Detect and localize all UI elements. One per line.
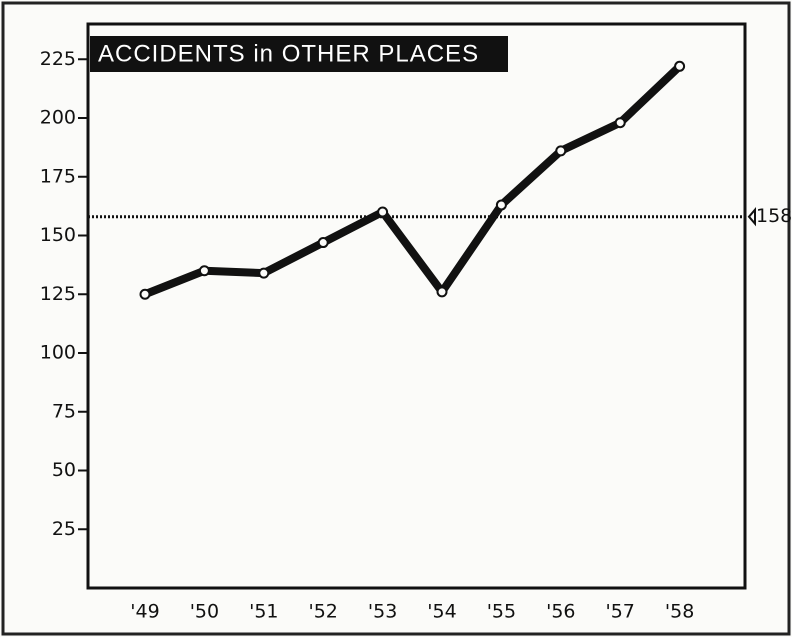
y-tick-label: 200 xyxy=(40,107,76,129)
title-box xyxy=(90,36,508,72)
data-point xyxy=(614,117,626,129)
y-tick-label: 50 xyxy=(52,459,76,481)
y-tick-label: 175 xyxy=(40,165,76,187)
reference-label: 158 xyxy=(756,205,792,227)
data-point xyxy=(674,60,686,72)
data-point xyxy=(377,206,389,218)
plot-frame xyxy=(86,22,747,590)
data-point xyxy=(198,265,210,277)
x-tick-label: '56 xyxy=(546,601,575,623)
data-point xyxy=(139,288,151,300)
data-point xyxy=(317,237,329,249)
y-tick-label: 100 xyxy=(40,342,76,364)
x-tick-label: '54 xyxy=(427,601,456,623)
y-tick-label: 125 xyxy=(40,283,76,305)
x-tick-label: '51 xyxy=(249,601,278,623)
data-line xyxy=(143,63,683,298)
x-tick-label: '50 xyxy=(190,601,219,623)
y-tick-label: 25 xyxy=(52,518,76,540)
x-tick-label: '58 xyxy=(665,601,694,623)
x-tick-label: '57 xyxy=(605,601,634,623)
data-point xyxy=(495,199,507,211)
x-tick-label: '53 xyxy=(368,601,397,623)
data-point xyxy=(436,286,448,298)
reference-marker xyxy=(747,206,756,227)
x-tick-label: '49 xyxy=(130,601,159,623)
data-point xyxy=(258,267,270,279)
y-tick-label: 75 xyxy=(52,400,76,422)
x-tick-label: '52 xyxy=(308,601,337,623)
y-tick-label: 150 xyxy=(40,224,76,246)
data-point xyxy=(555,145,567,157)
y-tick-label: 225 xyxy=(40,48,76,70)
x-tick-label: '55 xyxy=(487,601,516,623)
chart-title: ACCIDENTS in OTHER PLACES xyxy=(98,40,479,67)
